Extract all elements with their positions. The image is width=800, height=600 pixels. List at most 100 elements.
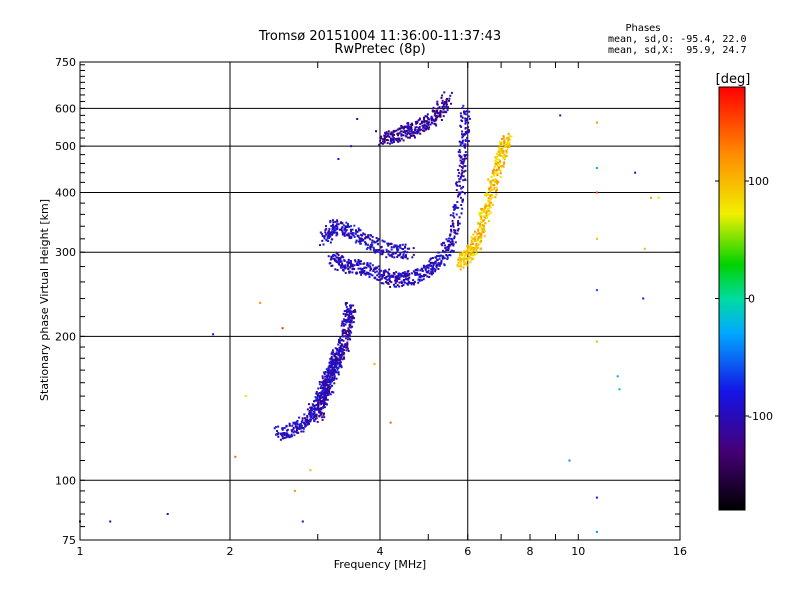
trace-point [475, 243, 478, 246]
trace-point [450, 91, 453, 94]
trace-point [506, 143, 509, 146]
trace-point [357, 227, 360, 230]
trace-point [476, 237, 479, 240]
trace-point [488, 210, 491, 213]
trace-point [352, 267, 354, 270]
trace-point [334, 355, 337, 358]
trace-point [440, 262, 443, 265]
trace-point [458, 184, 461, 187]
trace-point [460, 162, 463, 165]
trace-point [467, 251, 470, 254]
trace-point [392, 137, 395, 140]
trace-point [336, 367, 339, 370]
trace-point [439, 115, 442, 118]
trace-point [477, 228, 480, 231]
trace-point [448, 99, 450, 102]
trace-point [413, 271, 416, 274]
trace-point [335, 351, 338, 354]
trace-point [473, 252, 475, 255]
trace-point [447, 247, 450, 250]
trace-point [380, 282, 383, 285]
trace-point [350, 265, 352, 267]
trace-point [340, 260, 343, 263]
trace-point [437, 268, 440, 270]
trace-point [346, 343, 349, 346]
trace-point [357, 235, 360, 238]
trace-point [382, 271, 385, 274]
trace-point [375, 237, 378, 239]
trace-point [348, 309, 350, 312]
trace-point [403, 281, 406, 284]
trace-point [379, 139, 382, 142]
trace-point [422, 120, 425, 123]
trace-point [386, 142, 389, 145]
trace-point [387, 132, 390, 135]
trace-point [422, 278, 425, 281]
trace-point [312, 410, 315, 413]
trace-point [333, 229, 336, 232]
trace-point [402, 248, 405, 250]
trace-point [398, 285, 401, 288]
trace-point [392, 139, 395, 142]
trace-point [332, 369, 335, 372]
trace-point [321, 389, 324, 392]
trace-point [326, 232, 329, 235]
trace-point [495, 189, 498, 191]
trace-point [347, 234, 350, 237]
trace-point [303, 423, 306, 426]
trace-point [401, 243, 404, 246]
trace-point [334, 228, 337, 230]
trace-point [285, 434, 288, 437]
trace-point [295, 431, 298, 433]
trace-point [430, 270, 433, 273]
trace-point [468, 247, 471, 250]
trace-point [337, 261, 340, 264]
trace-point [305, 420, 308, 423]
trace-point [377, 249, 380, 251]
trace-point [336, 225, 339, 228]
trace-point [449, 254, 452, 257]
trace-point [337, 362, 339, 365]
trace-point [436, 255, 438, 258]
trace-point [323, 393, 326, 396]
trace-point [457, 229, 459, 232]
trace-point [381, 239, 384, 242]
trace-point [314, 404, 317, 407]
trace-point [401, 125, 404, 128]
trace-point [392, 131, 395, 134]
trace-point [497, 181, 500, 184]
trace-point [409, 132, 412, 135]
trace-point [461, 200, 464, 203]
trace-point [468, 245, 471, 248]
trace-point [343, 232, 346, 235]
trace-point [328, 233, 331, 236]
trace-point [292, 431, 295, 434]
y-tick-label: 400 [55, 186, 76, 199]
trace-point [385, 136, 388, 138]
trace-point [382, 270, 385, 273]
trace-point [387, 250, 390, 253]
trace-point [424, 265, 427, 268]
trace-point [277, 432, 280, 435]
trace-point [323, 406, 326, 409]
trace-point [465, 132, 468, 135]
trace-point [478, 232, 481, 235]
trace-point [345, 309, 348, 312]
trace-point [351, 233, 354, 236]
trace-point [399, 253, 402, 256]
trace-point [463, 154, 466, 157]
trace-point [460, 173, 463, 176]
trace-point [358, 262, 361, 265]
trace-point [440, 110, 443, 113]
trace-point [488, 206, 491, 209]
trace-point [471, 240, 474, 243]
trace-point [472, 233, 475, 236]
trace-point [362, 239, 365, 242]
trace-point [424, 115, 427, 118]
trace-point [418, 278, 421, 281]
trace-point [304, 425, 307, 428]
trace-point [403, 272, 406, 275]
trace-point [325, 378, 328, 381]
trace-point [425, 120, 428, 123]
outlier-point [616, 375, 619, 378]
